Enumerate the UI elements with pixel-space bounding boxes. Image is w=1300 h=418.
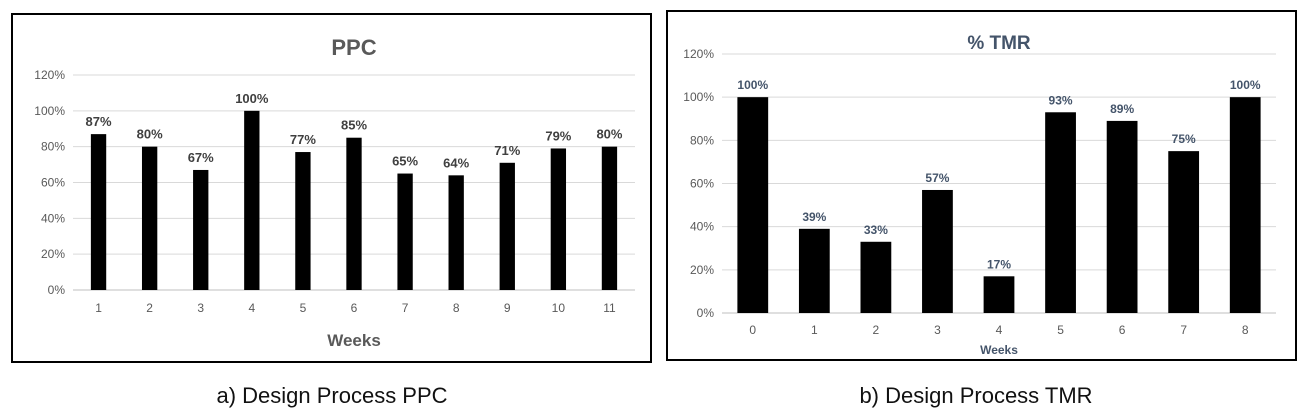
data-label: 100% (1230, 78, 1261, 92)
bar (550, 148, 567, 290)
x-tick-label: 0 (749, 323, 756, 337)
bar (1168, 151, 1200, 313)
caption-ppc: a) Design Process PPC (216, 383, 448, 408)
bar (397, 173, 413, 290)
data-label: 39% (802, 210, 826, 224)
caption-tmr: b) Design Process TMR (859, 383, 1093, 408)
y-tick-label: 80% (690, 133, 714, 147)
data-label: 75% (1172, 132, 1196, 146)
y-tick-label: 0% (697, 306, 715, 320)
x-tick-label: 9 (504, 301, 511, 315)
y-tick-label: 120% (34, 68, 65, 82)
bar (193, 169, 209, 290)
y-tick-label: 40% (690, 220, 714, 234)
bar (141, 146, 158, 290)
data-label: 65% (392, 154, 418, 169)
y-tick-label: 100% (34, 104, 65, 118)
bar (499, 162, 515, 290)
bar (346, 137, 362, 290)
bar (448, 175, 464, 290)
ppc-chart: PPC 0% 20% 40% 60% 80% 100% 120% 87% 1 80% 2 67% 3 100… (34, 35, 635, 350)
y-tick-label: 0% (48, 283, 66, 297)
data-label: 80% (596, 127, 622, 142)
bar (860, 241, 892, 313)
data-label: 17% (987, 257, 1011, 271)
y-tick-label: 20% (690, 263, 714, 277)
x-tick-label: 11 (603, 301, 616, 315)
data-label: 64% (443, 155, 469, 170)
tmr-chart-panel: % TMR 0% 20% 40% 60% 80% 100% 120% 100% 0 39% 1 33% 2… (666, 10, 1297, 361)
data-label: 67% (188, 150, 214, 165)
bar (1229, 97, 1261, 314)
y-tick-label: 20% (41, 247, 65, 261)
x-tick-label: 3 (197, 301, 204, 315)
y-tick-label: 60% (41, 176, 65, 190)
data-label: 33% (864, 223, 888, 237)
x-tick-label: 4 (996, 323, 1003, 337)
x-tick-label: 10 (552, 301, 566, 315)
x-tick-label: 5 (300, 301, 307, 315)
chart-title: % TMR (967, 33, 1031, 54)
data-label: 85% (341, 118, 367, 133)
x-tick-label: 7 (402, 301, 409, 315)
x-tick-label: 7 (1180, 323, 1187, 337)
y-tick-label: 120% (683, 47, 714, 61)
data-label: 80% (137, 127, 163, 142)
bar (244, 110, 260, 290)
chart-title: PPC (331, 35, 376, 60)
bar (601, 146, 618, 290)
y-tick-label: 40% (41, 211, 65, 225)
x-tick-label: 8 (453, 301, 460, 315)
bar (983, 276, 1015, 313)
x-tick-label: 6 (1119, 323, 1126, 337)
x-tick-label: 3 (934, 323, 941, 337)
x-axis-label: Weeks (327, 331, 381, 350)
bar (295, 152, 311, 290)
x-tick-label: 1 (811, 323, 818, 337)
data-label: 57% (925, 171, 949, 185)
x-axis-label: Weeks (980, 343, 1018, 357)
bar (922, 189, 953, 313)
data-label: 77% (290, 132, 316, 147)
y-tick-label: 80% (41, 140, 65, 154)
ppc-chart-panel: PPC 0% 20% 40% 60% 80% 100% 120% 87% 1 80% 2 67% 3 100… (11, 13, 652, 363)
x-tick-label: 2 (146, 301, 153, 315)
data-label: 100% (737, 78, 768, 92)
y-tick-label: 60% (690, 177, 714, 191)
data-label: 71% (494, 143, 520, 158)
data-label: 93% (1049, 93, 1073, 107)
x-tick-label: 8 (1242, 323, 1249, 337)
data-label: 79% (545, 128, 571, 143)
data-label: 89% (1110, 102, 1134, 116)
x-tick-label: 1 (95, 301, 102, 315)
bar (90, 134, 107, 290)
x-tick-label: 2 (873, 323, 880, 337)
x-tick-label: 4 (248, 301, 255, 315)
tmr-chart: % TMR 0% 20% 40% 60% 80% 100% 120% 100% 0 39% 1 33% 2… (683, 33, 1276, 357)
bar (1045, 112, 1076, 314)
bar (798, 228, 830, 313)
data-label: 87% (86, 114, 112, 129)
y-tick-label: 100% (683, 90, 714, 104)
bar (737, 97, 769, 314)
x-tick-label: 5 (1057, 323, 1064, 337)
bar (1106, 120, 1138, 314)
x-tick-label: 6 (351, 301, 358, 315)
data-label: 100% (235, 91, 269, 106)
